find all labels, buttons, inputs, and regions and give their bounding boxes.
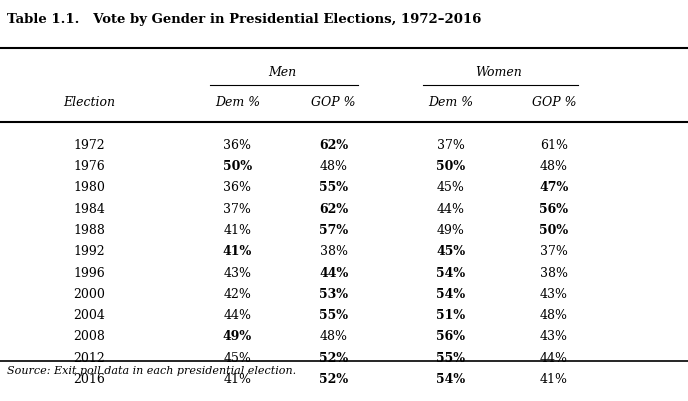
Text: 55%: 55% [319, 181, 348, 194]
Text: Dem %: Dem % [215, 96, 260, 109]
Text: Table 1.1.   Vote by Gender in Presidential Elections, 1972–2016: Table 1.1. Vote by Gender in Presidentia… [7, 13, 481, 26]
Text: 42%: 42% [224, 287, 251, 300]
Text: 62%: 62% [319, 202, 348, 215]
Text: 45%: 45% [224, 351, 251, 364]
Text: 54%: 54% [436, 287, 465, 300]
Text: 37%: 37% [540, 245, 568, 257]
Text: Men: Men [268, 66, 296, 79]
Text: 44%: 44% [437, 202, 464, 215]
Text: 45%: 45% [436, 245, 465, 257]
Text: 1972: 1972 [74, 138, 105, 151]
Text: 49%: 49% [223, 330, 252, 342]
Text: 56%: 56% [539, 202, 568, 215]
Text: 48%: 48% [320, 160, 347, 172]
Text: 2008: 2008 [74, 330, 105, 342]
Text: 1992: 1992 [74, 245, 105, 257]
Text: 56%: 56% [436, 330, 465, 342]
Text: Election: Election [63, 96, 116, 109]
Text: 44%: 44% [224, 308, 251, 321]
Text: 50%: 50% [539, 223, 568, 236]
Text: 1976: 1976 [74, 160, 105, 172]
Text: 50%: 50% [223, 160, 252, 172]
Text: 61%: 61% [540, 138, 568, 151]
Text: GOP %: GOP % [532, 96, 576, 109]
Text: 55%: 55% [436, 351, 465, 364]
Text: Women: Women [475, 66, 522, 79]
Text: Source: Exit poll data in each presidential election.: Source: Exit poll data in each president… [7, 365, 296, 375]
Text: 43%: 43% [224, 266, 251, 279]
Text: 1984: 1984 [74, 202, 105, 215]
Text: 41%: 41% [224, 372, 251, 385]
Text: 36%: 36% [224, 181, 251, 194]
Text: 49%: 49% [437, 223, 464, 236]
Text: 41%: 41% [540, 372, 568, 385]
Text: 52%: 52% [319, 372, 348, 385]
Text: 43%: 43% [540, 330, 568, 342]
Text: 2000: 2000 [74, 287, 105, 300]
Text: 62%: 62% [319, 138, 348, 151]
Text: 43%: 43% [540, 287, 568, 300]
Text: 41%: 41% [224, 223, 251, 236]
Text: 38%: 38% [320, 245, 347, 257]
Text: 36%: 36% [224, 138, 251, 151]
Text: 54%: 54% [436, 266, 465, 279]
Text: GOP %: GOP % [312, 96, 356, 109]
Text: 55%: 55% [319, 308, 348, 321]
Text: 44%: 44% [319, 266, 348, 279]
Text: 48%: 48% [540, 160, 568, 172]
Text: 53%: 53% [319, 287, 348, 300]
Text: 41%: 41% [223, 245, 252, 257]
Text: 45%: 45% [437, 181, 464, 194]
Text: 50%: 50% [436, 160, 465, 172]
Text: 1980: 1980 [74, 181, 105, 194]
Text: 2016: 2016 [74, 372, 105, 385]
Text: 37%: 37% [224, 202, 251, 215]
Text: 54%: 54% [436, 372, 465, 385]
Text: 44%: 44% [540, 351, 568, 364]
Text: 2012: 2012 [74, 351, 105, 364]
Text: 52%: 52% [319, 351, 348, 364]
Text: 38%: 38% [540, 266, 568, 279]
Text: 37%: 37% [437, 138, 464, 151]
Text: 48%: 48% [540, 308, 568, 321]
Text: 1996: 1996 [74, 266, 105, 279]
Text: 1988: 1988 [74, 223, 105, 236]
Text: 47%: 47% [539, 181, 568, 194]
Text: 2004: 2004 [74, 308, 105, 321]
Text: 57%: 57% [319, 223, 348, 236]
Text: 51%: 51% [436, 308, 465, 321]
Text: Dem %: Dem % [428, 96, 473, 109]
Text: 48%: 48% [320, 330, 347, 342]
